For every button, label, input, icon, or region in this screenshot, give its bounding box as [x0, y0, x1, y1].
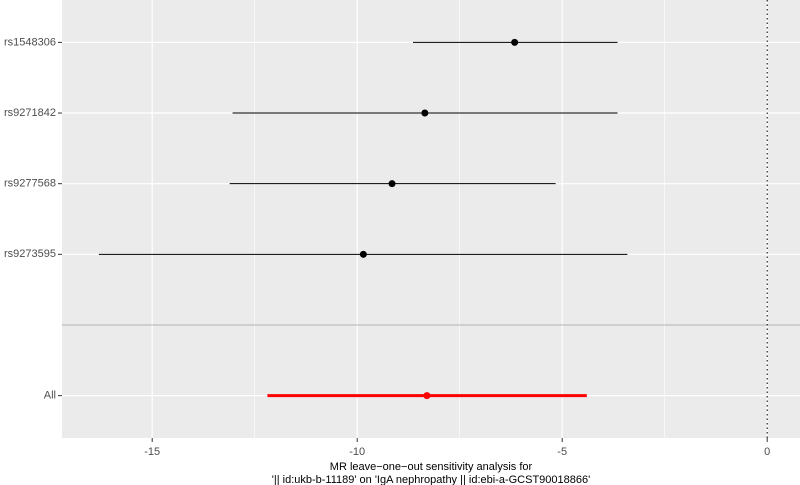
y-tick-label: rs9277568: [4, 178, 56, 190]
point: [423, 392, 431, 400]
point: [511, 38, 519, 46]
y-tick-label: rs1548306: [4, 36, 56, 48]
y-tick-label: rs9271842: [4, 107, 56, 119]
point: [388, 180, 396, 188]
y-tick-label: All: [44, 390, 56, 402]
plot-panel: [62, 0, 800, 438]
x-axis-label: MR leave−one−out sensitivity analysis fo…: [330, 461, 533, 473]
x-axis-label: '|| id:ukb-b-11189' on 'IgA nephropathy …: [272, 474, 590, 485]
x-tick-label: -5: [557, 446, 567, 458]
y-tick-label: rs9273595: [4, 248, 56, 260]
point: [421, 109, 429, 117]
x-tick-label: -10: [349, 446, 365, 458]
x-tick-label: -15: [144, 446, 160, 458]
x-tick-label: 0: [764, 446, 770, 458]
point: [359, 250, 367, 258]
